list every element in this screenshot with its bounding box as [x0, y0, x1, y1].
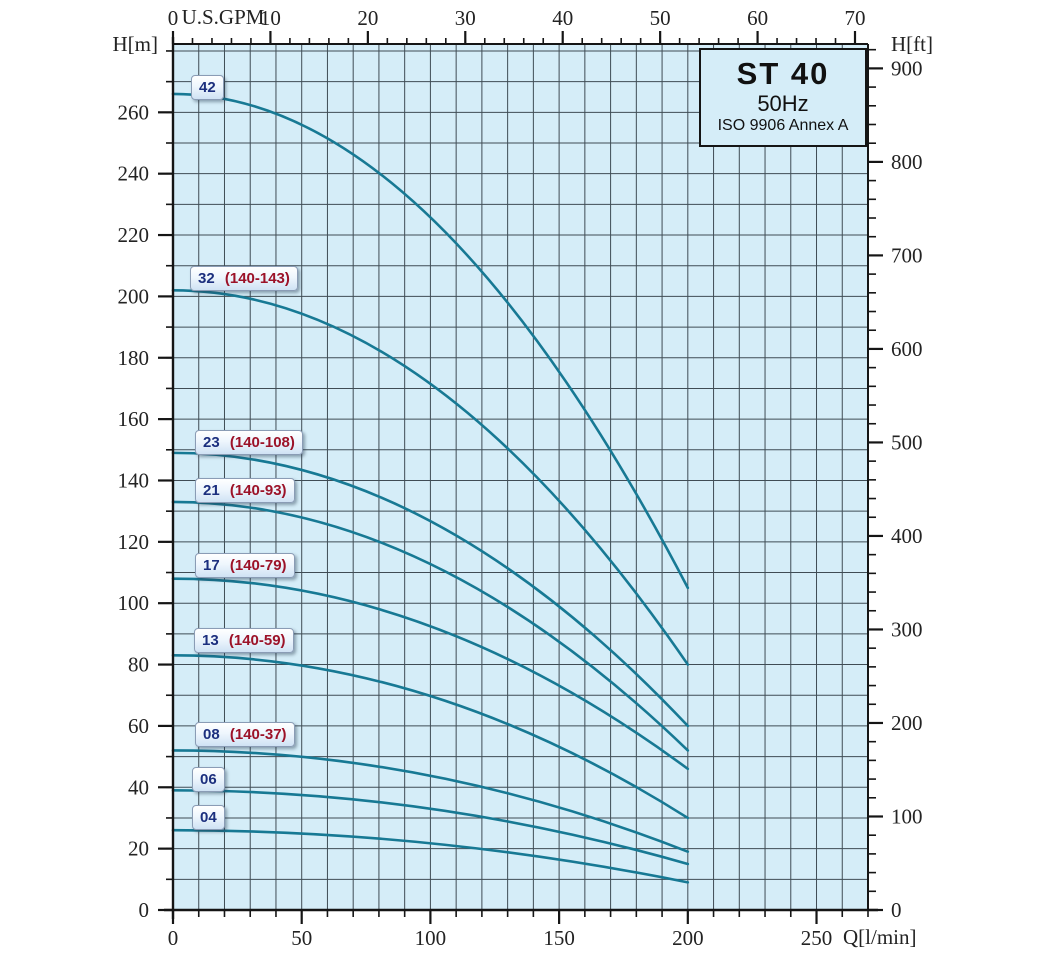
svg-text:0: 0: [891, 898, 902, 922]
svg-text:0: 0: [139, 898, 150, 922]
curve-impeller-code: (140-93): [229, 482, 287, 499]
curve-impeller-code: (140-59): [228, 632, 286, 649]
svg-text:50: 50: [650, 6, 671, 30]
curve-badge-13: 13 (140-59): [194, 628, 294, 653]
svg-text:20: 20: [357, 6, 378, 30]
svg-text:400: 400: [891, 524, 923, 548]
svg-text:100: 100: [415, 926, 447, 950]
curve-stage-number: 32: [198, 270, 215, 287]
curve-impeller-code: (140-37): [229, 726, 287, 743]
svg-text:900: 900: [891, 56, 923, 80]
svg-text:100: 100: [891, 804, 923, 828]
svg-text:0: 0: [168, 926, 179, 950]
curve-impeller-code: (140-79): [229, 557, 287, 574]
svg-text:40: 40: [128, 775, 149, 799]
svg-text:700: 700: [891, 243, 923, 267]
curve-stage-number: 13: [202, 632, 219, 649]
curve-badge-08: 08 (140-37): [195, 722, 295, 747]
curve-stage-number: 23: [203, 434, 220, 451]
svg-text:10: 10: [260, 6, 281, 30]
curve-impeller-code: (140-143): [224, 270, 290, 287]
svg-text:160: 160: [118, 407, 150, 431]
svg-text:0: 0: [168, 6, 179, 30]
curve-stage-number: 06: [200, 771, 217, 788]
svg-text:40: 40: [552, 6, 573, 30]
axis-label-flow-lmin: Q[l/min]: [843, 925, 917, 949]
curve-badge-32: 32 (140-143): [190, 266, 298, 291]
curve-badge-04: 04: [192, 805, 225, 830]
curve-badge-23: 23 (140-108): [195, 430, 303, 455]
svg-text:200: 200: [118, 284, 150, 308]
frequency-label: 50Hz: [757, 90, 809, 116]
curve-badge-06: 06: [192, 767, 225, 792]
svg-text:100: 100: [118, 591, 150, 615]
curve-stage-number: 08: [203, 726, 220, 743]
svg-text:260: 260: [118, 100, 150, 124]
svg-text:500: 500: [891, 430, 923, 454]
axis-label-flow-gpm: U.S.GPM: [181, 5, 265, 29]
svg-text:60: 60: [128, 714, 149, 738]
curve-stage-number: 21: [203, 482, 220, 499]
svg-text:50: 50: [291, 926, 312, 950]
svg-text:300: 300: [891, 617, 923, 641]
svg-text:240: 240: [118, 162, 150, 186]
curve-stage-number: 42: [199, 79, 216, 96]
curve-impeller-code: (140-108): [229, 434, 295, 451]
chart-title-box: ST 40 50Hz ISO 9906 Annex A: [699, 48, 867, 147]
curve-stage-number: 04: [200, 809, 217, 826]
svg-text:180: 180: [118, 346, 150, 370]
svg-text:220: 220: [118, 223, 150, 247]
curve-badge-42: 42: [191, 75, 224, 100]
axis-label-head-ft: H[ft]: [891, 32, 933, 56]
standard-label: ISO 9906 Annex A: [717, 117, 849, 135]
curve-stage-number: 17: [203, 557, 220, 574]
pump-model-title: ST 40: [736, 56, 830, 92]
svg-text:120: 120: [118, 530, 150, 554]
svg-text:30: 30: [455, 6, 476, 30]
svg-text:70: 70: [845, 6, 866, 30]
axis-label-head-m: H[m]: [112, 32, 159, 56]
svg-text:150: 150: [543, 926, 575, 950]
curve-badge-17: 17 (140-79): [195, 553, 295, 578]
svg-text:250: 250: [801, 926, 833, 950]
svg-text:140: 140: [118, 468, 150, 492]
curve-badge-21: 21 (140-93): [195, 478, 295, 503]
svg-text:200: 200: [891, 711, 923, 735]
svg-text:800: 800: [891, 150, 923, 174]
svg-text:80: 80: [128, 653, 149, 677]
svg-text:200: 200: [672, 926, 704, 950]
svg-text:20: 20: [128, 837, 149, 861]
svg-text:60: 60: [747, 6, 768, 30]
svg-text:600: 600: [891, 337, 923, 361]
